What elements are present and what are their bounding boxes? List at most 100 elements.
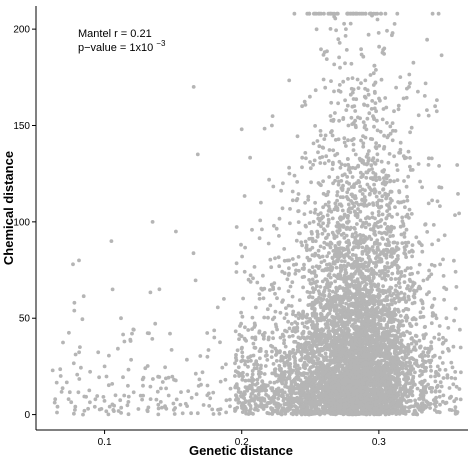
data-point — [369, 327, 374, 332]
data-point — [249, 354, 253, 358]
data-point — [249, 406, 253, 411]
data-point — [72, 308, 77, 313]
data-point — [377, 269, 382, 274]
data-point — [273, 256, 277, 261]
data-point — [283, 411, 288, 416]
data-point — [313, 124, 317, 128]
data-point — [344, 108, 349, 112]
data-point — [155, 389, 160, 394]
data-point — [166, 393, 171, 398]
data-point — [416, 270, 420, 275]
data-point — [406, 149, 411, 154]
data-point — [337, 202, 342, 207]
data-point — [294, 238, 299, 243]
data-point — [197, 377, 202, 382]
data-point — [365, 215, 370, 220]
data-point — [372, 299, 377, 304]
data-point — [242, 269, 247, 274]
data-point — [250, 372, 255, 377]
data-point — [153, 321, 158, 326]
data-point — [55, 404, 60, 409]
data-point — [325, 343, 330, 348]
data-point — [412, 300, 417, 305]
data-point — [250, 382, 255, 387]
data-point — [159, 386, 163, 391]
data-point — [310, 265, 315, 269]
data-point — [321, 367, 325, 372]
data-point — [309, 365, 314, 369]
data-point — [321, 179, 325, 184]
data-point — [111, 408, 116, 412]
data-point — [147, 331, 151, 336]
data-point — [392, 22, 397, 26]
data-point — [166, 375, 171, 380]
data-point — [269, 386, 273, 391]
data-point — [365, 170, 370, 175]
data-point — [365, 103, 370, 108]
data-point — [276, 396, 281, 401]
data-point — [212, 328, 217, 333]
data-point — [243, 385, 248, 389]
data-point — [228, 397, 232, 402]
data-point — [376, 295, 381, 300]
data-point — [378, 324, 383, 329]
data-point — [224, 398, 229, 403]
data-point — [286, 303, 291, 308]
data-point — [131, 390, 136, 395]
data-point — [290, 294, 295, 299]
data-point — [320, 145, 325, 150]
data-point — [143, 366, 148, 371]
data-point — [295, 349, 300, 354]
data-point — [323, 202, 328, 207]
data-point — [357, 309, 361, 314]
data-point — [55, 410, 59, 415]
data-point — [250, 227, 254, 232]
data-point — [259, 286, 264, 291]
data-point — [351, 253, 355, 257]
data-point — [126, 394, 131, 399]
data-point — [300, 155, 305, 160]
data-point — [178, 402, 183, 407]
data-point — [179, 390, 183, 394]
data-point — [54, 380, 59, 385]
data-point — [274, 349, 279, 353]
data-point — [156, 412, 161, 417]
data-point — [248, 155, 253, 160]
data-point — [303, 103, 308, 107]
data-point — [298, 231, 302, 236]
data-point — [64, 380, 69, 385]
data-point — [287, 171, 292, 176]
data-point — [266, 337, 271, 342]
data-point — [423, 346, 427, 351]
data-point — [281, 406, 286, 411]
data-point — [293, 329, 298, 334]
data-point — [401, 411, 406, 415]
data-point — [288, 207, 292, 211]
data-point — [246, 364, 250, 369]
data-point — [356, 319, 361, 323]
data-point — [290, 396, 295, 401]
data-point — [262, 397, 267, 401]
data-point — [201, 403, 206, 407]
data-point — [380, 117, 385, 122]
data-point — [92, 404, 97, 409]
data-point — [295, 326, 300, 330]
data-point — [398, 140, 403, 145]
data-point — [328, 275, 333, 280]
data-point — [97, 375, 101, 380]
data-point — [260, 388, 264, 393]
data-point — [405, 198, 410, 203]
data-point — [277, 363, 282, 368]
data-point — [283, 409, 287, 413]
data-point — [268, 401, 272, 405]
data-point — [261, 296, 266, 301]
data-point — [268, 303, 273, 308]
data-point — [282, 247, 287, 251]
data-point — [353, 237, 358, 242]
data-point — [371, 114, 375, 119]
data-point — [332, 236, 337, 241]
data-point — [260, 227, 264, 232]
data-point — [220, 365, 225, 370]
data-point — [408, 130, 412, 135]
data-point — [241, 296, 246, 301]
